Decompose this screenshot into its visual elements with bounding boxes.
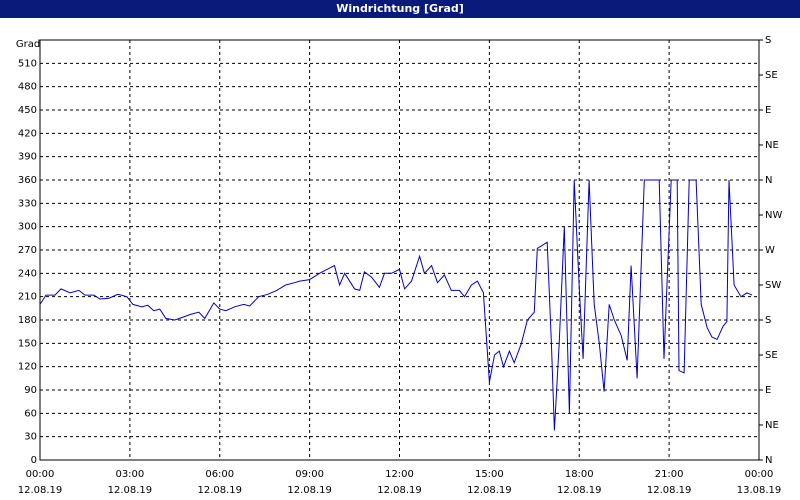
x-tick-date: 12.08.19 <box>647 485 692 496</box>
y2-tick-label: NW <box>765 210 782 221</box>
x-tick-label: 15:00 <box>475 469 504 480</box>
title-bar <box>0 0 800 18</box>
x-tick-date: 12.08.19 <box>108 485 153 496</box>
x-tick-label: 09:00 <box>295 469 324 480</box>
y-axis-label: Grad <box>16 39 40 50</box>
y-tick-label: 150 <box>18 338 37 349</box>
y-tick-label: 60 <box>24 408 37 419</box>
y2-tick-label: E <box>765 385 771 396</box>
x-tick-date: 12.08.19 <box>557 485 602 496</box>
y-tick-label: 30 <box>24 432 37 443</box>
y-tick-label: 300 <box>18 222 37 233</box>
x-tick-label: 00:00 <box>745 469 774 480</box>
y2-tick-label: W <box>765 245 775 256</box>
plot-frame <box>39 39 760 461</box>
y2-tick-label: SE <box>765 70 778 81</box>
y2-tick-label: SE <box>765 350 778 361</box>
x-tick-date: 12.08.19 <box>377 485 422 496</box>
x-tick-label: 21:00 <box>655 469 684 480</box>
x-tick-date: 12.08.19 <box>18 485 63 496</box>
y2-tick-label: SW <box>765 280 781 291</box>
y-tick-label: 510 <box>18 58 37 69</box>
data-line <box>39 179 753 431</box>
y-tick-label: 0 <box>31 455 37 466</box>
y-tick-label: 330 <box>18 198 37 209</box>
y-tick-label: 450 <box>18 105 37 116</box>
y2-tick-label: NE <box>765 420 779 431</box>
x-tick-date: 12.08.19 <box>467 485 512 496</box>
x-tick-label: 00:00 <box>26 469 55 480</box>
y2-tick-label: E <box>765 105 771 116</box>
x-tick-date: 13.08.19 <box>737 485 782 496</box>
y-tick-label: 390 <box>18 152 37 163</box>
y-tick-label: 90 <box>24 385 37 396</box>
y2-tick-label: N <box>765 455 772 466</box>
x-tick-date: 12.08.19 <box>287 485 332 496</box>
y2-tick-label: S <box>765 315 771 326</box>
x-tick-label: 03:00 <box>115 469 144 480</box>
x-tick-date: 12.08.19 <box>197 485 242 496</box>
y-tick-label: 120 <box>18 362 37 373</box>
x-tick-label: 18:00 <box>565 469 594 480</box>
y-tick-label: 420 <box>18 128 37 139</box>
x-tick-label: 06:00 <box>205 469 234 480</box>
y-tick-label: 180 <box>18 315 37 326</box>
y-tick-label: 210 <box>18 292 37 303</box>
chart-title: Windrichtung [Grad] <box>336 2 464 15</box>
y-tick-label: 270 <box>18 245 37 256</box>
y-tick-label: 360 <box>18 175 37 186</box>
y2-tick-label: S <box>765 35 771 46</box>
y2-tick-label: NE <box>765 140 779 151</box>
y-tick-label: 480 <box>18 82 37 93</box>
y2-tick-label: N <box>765 175 772 186</box>
x-tick-label: 12:00 <box>385 469 414 480</box>
y-tick-label: 240 <box>18 268 37 279</box>
